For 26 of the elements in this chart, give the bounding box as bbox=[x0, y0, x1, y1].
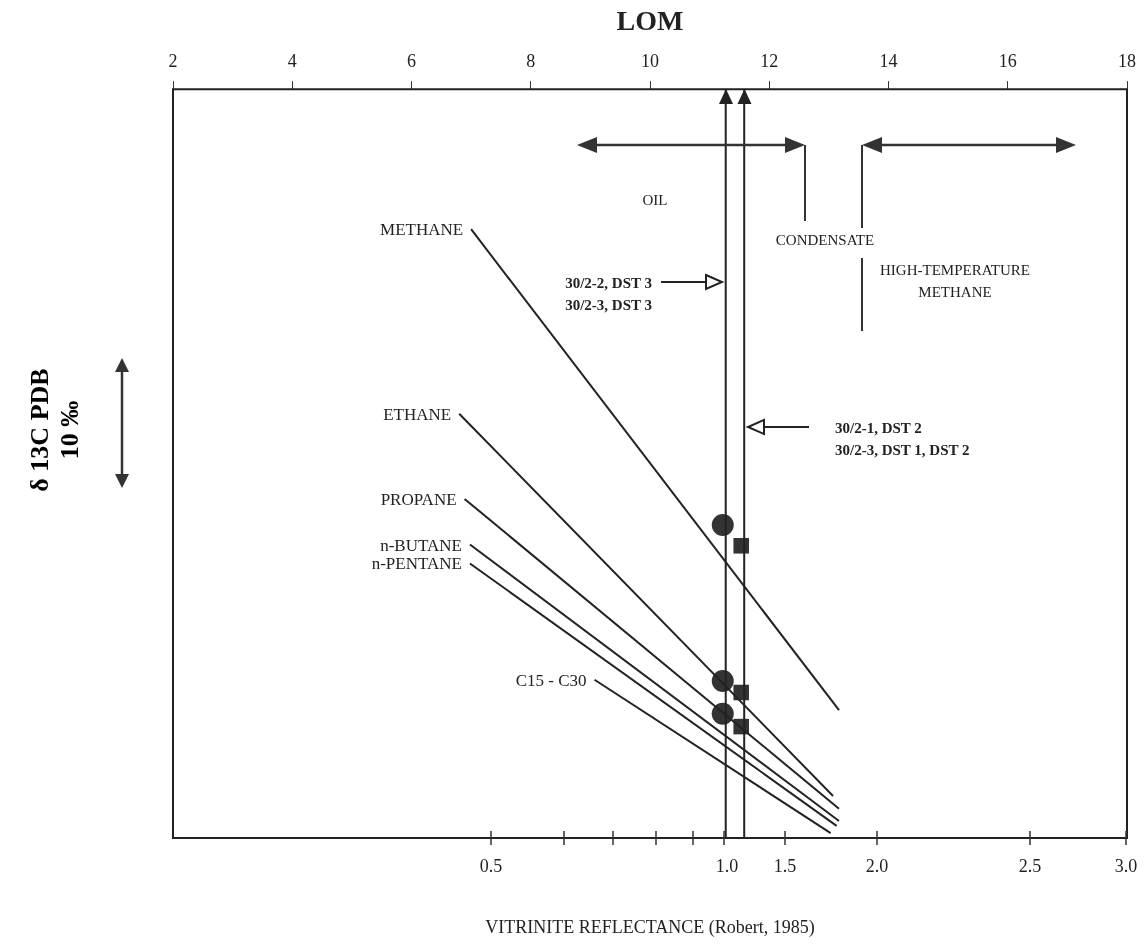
x-tick-label: 10 bbox=[641, 51, 659, 72]
text: 3.0 bbox=[1114, 856, 1138, 876]
x-tick-label: 12 bbox=[760, 51, 779, 72]
x-tick-label: 4 bbox=[287, 51, 297, 72]
series-label: METHANE bbox=[380, 220, 464, 240]
series-label: n-BUTANE bbox=[380, 535, 462, 555]
x-tick-label: 18 bbox=[1118, 51, 1136, 72]
text: 2.5 bbox=[1018, 856, 1042, 876]
x-tick-label: 2 bbox=[168, 51, 178, 72]
x-tick-label: 6 bbox=[407, 51, 416, 72]
x2-axis-title: VITRINITE REFLECTANCE (Robert, 1985) bbox=[485, 917, 815, 938]
series-label: C15 - C30 bbox=[515, 670, 587, 690]
text: 10 ‰ bbox=[55, 400, 84, 460]
text: 2.0 bbox=[865, 856, 889, 876]
x-tick-label: 8 bbox=[526, 51, 536, 72]
text: 1.0 bbox=[715, 856, 739, 876]
series-label: PROPANE bbox=[380, 489, 457, 509]
series-label: ETHANE bbox=[383, 404, 452, 424]
annotation: 30/2-1, DST 2 30/2-3, DST 1, DST 2 bbox=[835, 420, 970, 458]
y-axis-title: δ 13C PDB bbox=[25, 368, 54, 492]
x-axis-title: LOM bbox=[616, 5, 684, 37]
x-tick-label: 14 bbox=[879, 51, 898, 72]
text: 0.5 bbox=[479, 856, 503, 876]
x-tick-label: 16 bbox=[998, 51, 1017, 72]
text: 1.5 bbox=[773, 856, 797, 876]
series-label: n-PENTANE bbox=[371, 554, 462, 574]
